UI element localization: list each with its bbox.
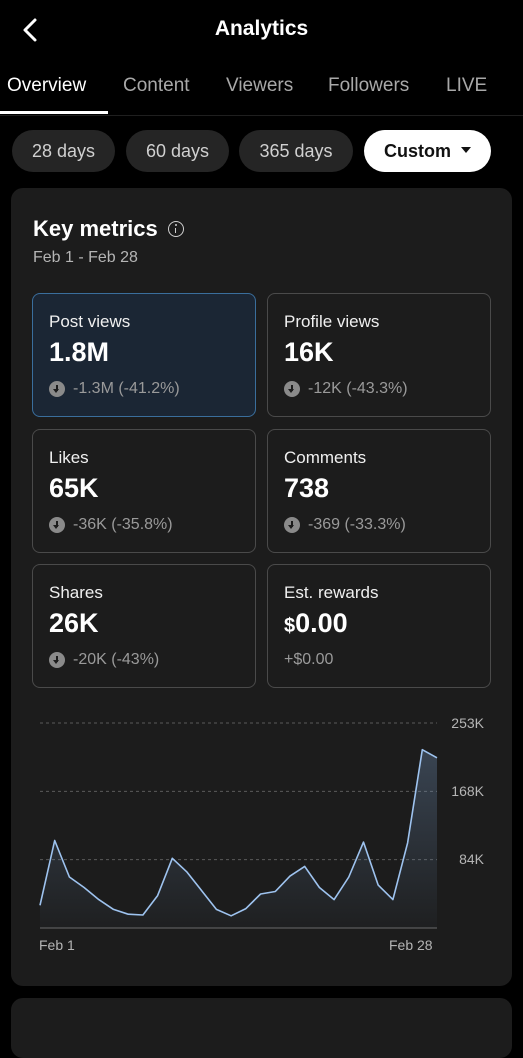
info-icon[interactable] (168, 221, 184, 237)
metric-profile-views[interactable]: Profile views 16K -12K (-43.3%) (267, 293, 491, 417)
metric-change: -12K (-43.3%) (284, 380, 408, 398)
page-title: Analytics (214, 17, 309, 40)
metric-value-number: 0.00 (295, 608, 348, 638)
metric-label: Est. rewards (284, 583, 379, 602)
metric-label: Likes (49, 448, 89, 467)
active-tab-indicator (0, 111, 108, 114)
metric-value: $0.00 (284, 608, 348, 639)
metric-post-views[interactable]: Post views 1.8M -1.3M (-41.2%) (32, 293, 256, 417)
metric-change: -20K (-43%) (49, 651, 159, 669)
range-label: 60 days (145, 141, 210, 161)
x-tick-label: Feb 28 (389, 937, 433, 953)
range-28-days[interactable]: 28 days (12, 130, 115, 172)
metric-change: -1.3M (-41.2%) (49, 380, 180, 398)
key-metrics-title: Key metrics (33, 216, 158, 241)
metric-likes[interactable]: Likes 65K -36K (-35.8%) (32, 429, 256, 553)
range-label: 28 days (31, 141, 96, 161)
tab-followers[interactable]: Followers (328, 75, 410, 96)
metric-est-rewards[interactable]: Est. rewards $0.00 +$0.00 (267, 564, 491, 688)
metric-label: Comments (284, 448, 367, 467)
arrow-down-icon (284, 517, 300, 533)
tab-live[interactable]: LIVE (446, 75, 488, 96)
tabs-divider (0, 115, 523, 116)
y-tick-label: 253K (451, 715, 484, 731)
series-line (39, 748, 438, 917)
metric-change-text: -20K (-43%) (73, 651, 160, 668)
tab-viewers[interactable]: Viewers (226, 75, 294, 96)
arrow-down-icon (49, 652, 65, 668)
metric-value: 738 (284, 473, 330, 503)
arrow-down-icon (49, 381, 65, 397)
metric-change-text: -36K (-35.8%) (73, 516, 173, 533)
range-60-days[interactable]: 60 days (126, 130, 229, 172)
caret-down-icon (461, 147, 471, 154)
metric-change: -36K (-35.8%) (49, 516, 173, 534)
currency-symbol: $ (284, 615, 296, 637)
top-bar: Analytics (0, 0, 523, 60)
range-label: Custom (384, 141, 451, 161)
x-tick-label: Feb 1 (39, 937, 75, 953)
metric-label: Shares (49, 583, 103, 602)
key-metrics-card: Key metrics Feb 1 - Feb 28 Post views 1.… (11, 188, 512, 986)
series-area (40, 749, 437, 928)
metric-change-text: -1.3M (-41.2%) (73, 380, 180, 397)
metric-change-text: -12K (-43.3%) (308, 380, 408, 397)
chevron-left-icon[interactable] (16, 14, 46, 46)
tab-bar: Overview Content Viewers Followers LIVE (0, 70, 523, 114)
metric-shares[interactable]: Shares 26K -20K (-43%) (32, 564, 256, 688)
metric-change: -369 (-33.3%) (284, 516, 406, 534)
metric-value: 26K (49, 608, 99, 638)
metric-change: +$0.00 (284, 651, 334, 668)
range-label: 365 days (259, 141, 333, 161)
metric-value: 65K (49, 473, 99, 503)
y-tick-label: 168K (451, 783, 484, 799)
metric-change-text: -369 (-33.3%) (308, 516, 406, 533)
metric-value: 16K (284, 337, 334, 367)
next-card (11, 998, 512, 1058)
metric-comments[interactable]: Comments 738 -369 (-33.3%) (267, 429, 491, 553)
post-views-chart (39, 722, 438, 929)
metric-label: Profile views (284, 312, 380, 331)
arrow-down-icon (284, 381, 300, 397)
metric-label: Post views (49, 312, 131, 331)
tab-content[interactable]: Content (123, 75, 190, 96)
range-custom[interactable]: Custom (364, 130, 491, 172)
date-range: Feb 1 - Feb 28 (33, 249, 138, 266)
arrow-down-icon (49, 517, 65, 533)
y-tick-label: 84K (459, 851, 484, 867)
range-365-days[interactable]: 365 days (239, 130, 353, 172)
metric-value: 1.8M (49, 337, 110, 367)
tab-overview[interactable]: Overview (7, 75, 87, 96)
